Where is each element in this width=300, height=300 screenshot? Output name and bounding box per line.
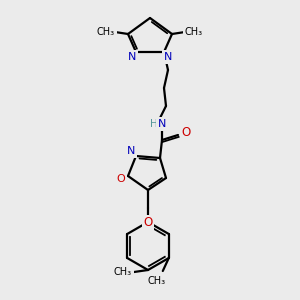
Text: H: H — [150, 119, 158, 129]
Text: O: O — [143, 217, 153, 230]
Text: CH₃: CH₃ — [185, 27, 203, 37]
Text: O: O — [117, 174, 125, 184]
Text: N: N — [164, 52, 172, 62]
Text: N: N — [158, 119, 166, 129]
Text: N: N — [128, 52, 136, 62]
Text: N: N — [127, 146, 135, 156]
Text: CH₃: CH₃ — [148, 276, 166, 286]
Text: O: O — [182, 127, 190, 140]
Text: CH₃: CH₃ — [114, 267, 132, 277]
Text: CH₃: CH₃ — [97, 27, 115, 37]
